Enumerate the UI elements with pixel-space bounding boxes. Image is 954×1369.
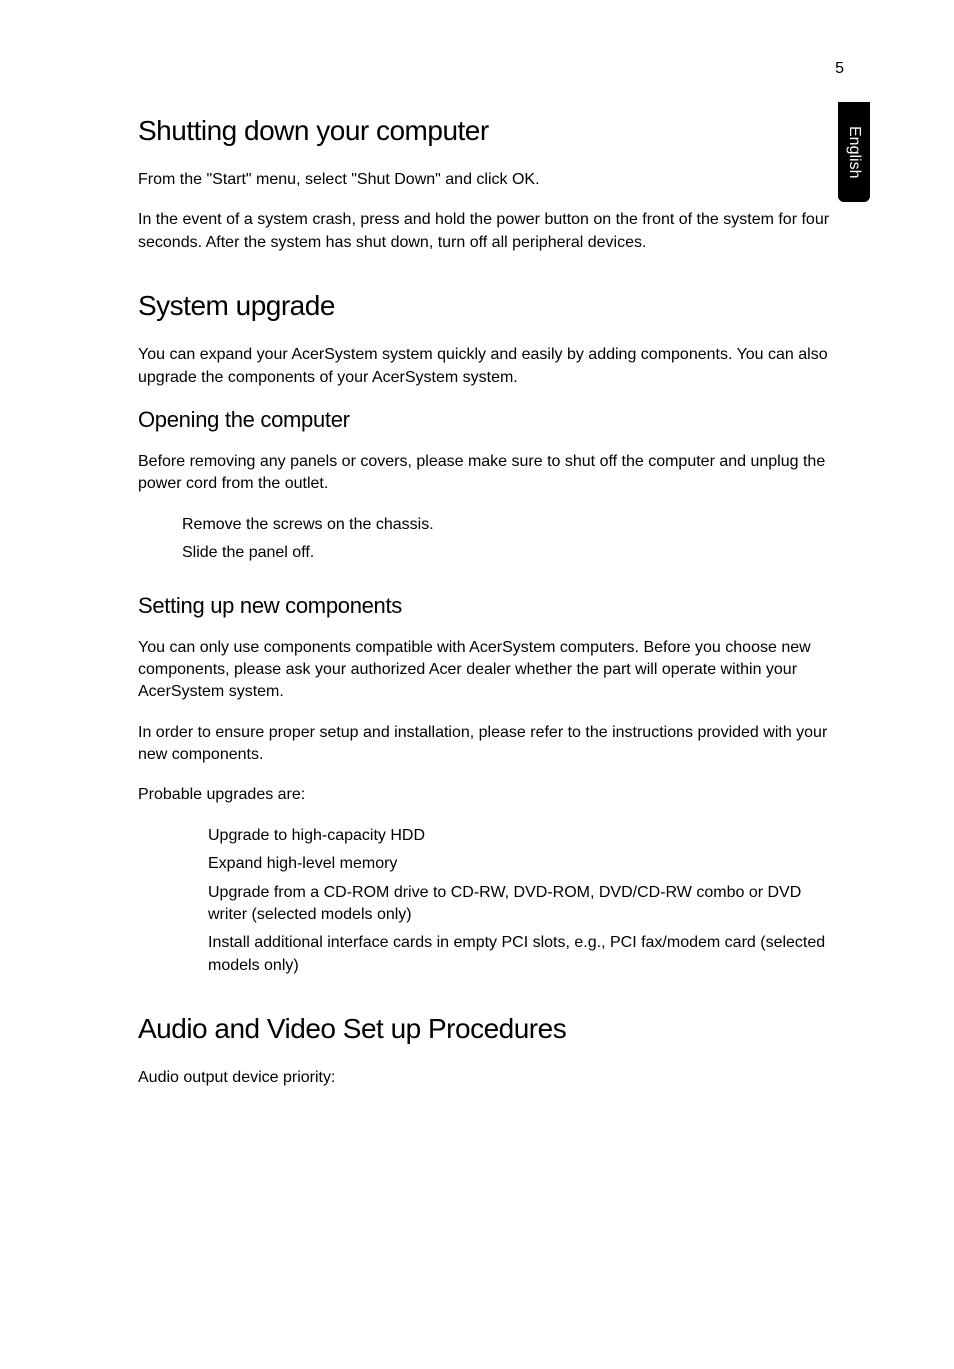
list-item: Slide the panel off.	[182, 542, 838, 564]
heading-shutting-down: Shutting down your computer	[138, 115, 838, 147]
list-item: Upgrade to high-capacity HDD	[208, 825, 838, 847]
heading-audio-video: Audio and Video Set up Procedures	[138, 1013, 838, 1045]
language-tab: English	[838, 102, 870, 202]
list-item: Remove the screws on the chassis.	[182, 514, 838, 536]
section-system-upgrade: System upgrade You can expand your AcerS…	[138, 290, 838, 977]
paragraph: You can only use components compatible w…	[138, 637, 838, 704]
list-item: Install additional interface cards in em…	[208, 932, 838, 977]
list-opening-steps: Remove the screws on the chassis. Slide …	[182, 514, 838, 565]
list-upgrades: Upgrade to high-capacity HDD Expand high…	[208, 825, 838, 977]
paragraph: Probable upgrades are:	[138, 784, 838, 806]
paragraph: You can expand your AcerSystem system qu…	[138, 344, 838, 389]
heading-system-upgrade: System upgrade	[138, 290, 838, 322]
list-item: Expand high-level memory	[208, 853, 838, 875]
paragraph: Audio output device priority:	[138, 1067, 838, 1089]
paragraph: In the event of a system crash, press an…	[138, 209, 838, 254]
paragraph: Before removing any panels or covers, pl…	[138, 451, 838, 496]
page-number: 5	[835, 60, 844, 78]
document-content: Shutting down your computer From the "St…	[138, 115, 838, 1126]
list-item: Upgrade from a CD-ROM drive to CD-RW, DV…	[208, 882, 838, 927]
heading-setting-up: Setting up new components	[138, 593, 838, 619]
subsection-opening-computer: Opening the computer Before removing any…	[138, 407, 838, 565]
subsection-setting-up: Setting up new components You can only u…	[138, 593, 838, 978]
paragraph: From the "Start" menu, select "Shut Down…	[138, 169, 838, 191]
paragraph: In order to ensure proper setup and inst…	[138, 722, 838, 767]
heading-opening-computer: Opening the computer	[138, 407, 838, 433]
section-shutting-down: Shutting down your computer From the "St…	[138, 115, 838, 254]
section-audio-video: Audio and Video Set up Procedures Audio …	[138, 1013, 838, 1089]
